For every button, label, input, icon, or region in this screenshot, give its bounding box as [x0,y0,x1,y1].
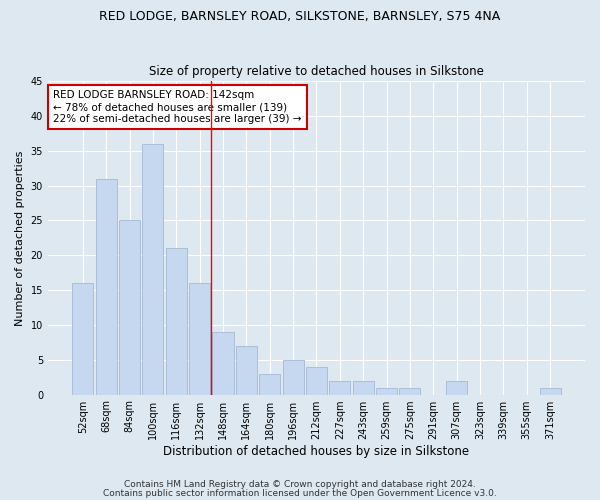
Title: Size of property relative to detached houses in Silkstone: Size of property relative to detached ho… [149,66,484,78]
Bar [212,332,233,394]
Text: Contains public sector information licensed under the Open Government Licence v3: Contains public sector information licen… [103,489,497,498]
Bar [189,283,210,395]
Bar [306,366,327,394]
Text: RED LODGE BARNSLEY ROAD: 142sqm
← 78% of detached houses are smaller (139)
22% o: RED LODGE BARNSLEY ROAD: 142sqm ← 78% of… [53,90,302,124]
Bar [400,388,421,394]
Bar [142,144,163,395]
Text: Contains HM Land Registry data © Crown copyright and database right 2024.: Contains HM Land Registry data © Crown c… [124,480,476,489]
Bar [283,360,304,394]
Bar [95,178,117,394]
Bar [446,380,467,394]
Bar [329,380,350,394]
X-axis label: Distribution of detached houses by size in Silkstone: Distribution of detached houses by size … [163,444,470,458]
Bar [353,380,374,394]
Bar [119,220,140,394]
Bar [259,374,280,394]
Bar [166,248,187,394]
Bar [73,283,94,395]
Bar [539,388,560,394]
Bar [236,346,257,395]
Bar [376,388,397,394]
Text: RED LODGE, BARNSLEY ROAD, SILKSTONE, BARNSLEY, S75 4NA: RED LODGE, BARNSLEY ROAD, SILKSTONE, BAR… [100,10,500,23]
Y-axis label: Number of detached properties: Number of detached properties [15,150,25,326]
